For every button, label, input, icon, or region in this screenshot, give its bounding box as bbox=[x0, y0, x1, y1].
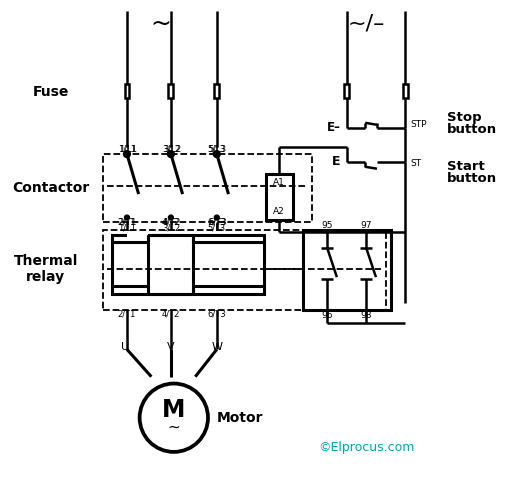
Text: ~: ~ bbox=[150, 11, 171, 35]
Text: ©Elprocus.com: ©Elprocus.com bbox=[317, 441, 414, 454]
Text: 97: 97 bbox=[360, 221, 371, 230]
Text: 98: 98 bbox=[360, 311, 371, 320]
Text: 3/L2: 3/L2 bbox=[163, 144, 181, 154]
Text: ST: ST bbox=[410, 159, 421, 168]
Bar bbox=[343, 84, 348, 98]
Text: 4/T2: 4/T2 bbox=[162, 310, 180, 319]
Bar bbox=[124, 84, 129, 98]
Bar bbox=[103, 154, 312, 222]
Bar bbox=[171, 232, 192, 242]
Text: 4/T2: 4/T2 bbox=[162, 218, 181, 227]
Text: M: M bbox=[162, 398, 185, 422]
Text: ~/–: ~/– bbox=[347, 13, 384, 33]
Text: 6/T3: 6/T3 bbox=[207, 310, 226, 319]
Text: A1: A1 bbox=[273, 178, 285, 187]
Text: 2/T1: 2/T1 bbox=[118, 218, 136, 227]
Bar bbox=[265, 174, 292, 220]
Text: 3/L2: 3/L2 bbox=[162, 224, 180, 233]
Text: 6/T3: 6/T3 bbox=[207, 218, 226, 227]
Text: 4/T2: 4/T2 bbox=[162, 218, 180, 227]
Text: 95: 95 bbox=[321, 221, 332, 230]
Text: 96: 96 bbox=[321, 311, 332, 320]
Text: Stop: Stop bbox=[446, 111, 481, 124]
Circle shape bbox=[167, 151, 174, 157]
Text: 1/L1: 1/L1 bbox=[118, 224, 136, 233]
Text: 5/L3: 5/L3 bbox=[208, 144, 225, 154]
Text: 5/L3: 5/L3 bbox=[208, 144, 226, 154]
Text: Contactor: Contactor bbox=[12, 181, 89, 195]
Text: 3/L2: 3/L2 bbox=[162, 144, 180, 154]
Bar bbox=[103, 230, 385, 310]
Circle shape bbox=[168, 215, 173, 220]
Text: 2/T1: 2/T1 bbox=[119, 218, 137, 227]
Bar bbox=[112, 235, 263, 294]
Text: 1/L1: 1/L1 bbox=[118, 144, 136, 154]
Bar bbox=[214, 84, 219, 98]
Text: 5/L3: 5/L3 bbox=[208, 224, 225, 233]
Text: STP: STP bbox=[410, 120, 426, 129]
Text: A2: A2 bbox=[273, 207, 285, 216]
Text: W: W bbox=[211, 342, 222, 352]
Bar bbox=[402, 84, 407, 98]
Bar bbox=[168, 84, 173, 98]
Text: V: V bbox=[167, 342, 174, 352]
Text: Motor: Motor bbox=[216, 411, 263, 425]
Circle shape bbox=[213, 151, 220, 157]
Text: button: button bbox=[446, 123, 496, 136]
Circle shape bbox=[214, 215, 219, 220]
Text: Start: Start bbox=[446, 160, 484, 173]
Text: E: E bbox=[332, 156, 340, 168]
Text: Thermal
relay: Thermal relay bbox=[14, 254, 78, 284]
Bar bbox=[127, 232, 148, 242]
Circle shape bbox=[124, 215, 129, 220]
Text: button: button bbox=[446, 172, 496, 185]
Text: ~: ~ bbox=[167, 420, 180, 435]
Text: U: U bbox=[121, 342, 129, 352]
Text: E–: E– bbox=[326, 121, 340, 134]
Text: 1/L1: 1/L1 bbox=[119, 144, 137, 154]
Text: Fuse: Fuse bbox=[32, 84, 69, 98]
Circle shape bbox=[123, 151, 130, 157]
Bar bbox=[302, 230, 390, 310]
Text: 6/T3: 6/T3 bbox=[208, 218, 227, 227]
Text: 2/T1: 2/T1 bbox=[118, 310, 136, 319]
